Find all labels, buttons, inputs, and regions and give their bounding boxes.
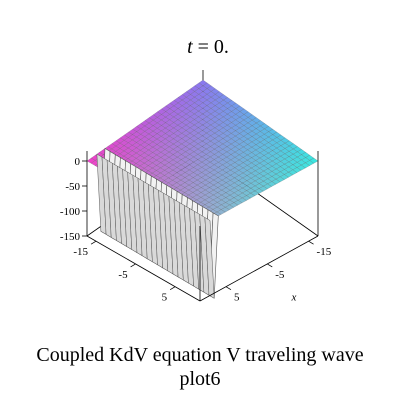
x-tick-label: 5 — [234, 292, 240, 304]
y-tick-label: 5 — [162, 292, 168, 304]
frame-front-bottom-right — [199, 235, 319, 302]
traveling-wave-ridge — [96, 147, 219, 299]
x-axis-label: x — [291, 292, 297, 304]
caption-line-1: Coupled KdV equation V traveling wave — [36, 344, 364, 366]
frame-front-bottom-left — [86, 235, 201, 302]
wave-back-face — [204, 217, 215, 299]
z-tick-label: -150 — [60, 231, 81, 243]
y-tick-mark — [169, 286, 176, 291]
z-axis: 0 -50 -100 -150 — [60, 156, 87, 243]
bounding-box-front — [86, 151, 319, 302]
plot-title-variable: t — [187, 36, 193, 58]
y-tick-label: -15 — [73, 246, 88, 258]
x-axis: -15 -5 5 x — [225, 240, 332, 304]
y-tick-label: -5 — [118, 269, 128, 281]
plot-title: t = 0. — [187, 36, 229, 58]
z-tick-label: 0 — [75, 156, 81, 168]
z-tick-label: -100 — [60, 206, 81, 218]
x-tick-label: -5 — [275, 269, 285, 281]
x-tick-mark — [225, 286, 232, 291]
z-tick-label: -50 — [65, 181, 80, 193]
x-tick-mark — [267, 263, 273, 268]
y-axis: -15 -5 5 — [73, 240, 176, 304]
y-tick-mark — [90, 240, 97, 245]
y-tick-mark — [130, 263, 136, 268]
plot-title-value: = 0. — [193, 36, 229, 58]
x-tick-label: -15 — [317, 246, 332, 258]
x-tick-mark — [308, 240, 314, 245]
caption-line-2: plot6 — [179, 368, 221, 390]
